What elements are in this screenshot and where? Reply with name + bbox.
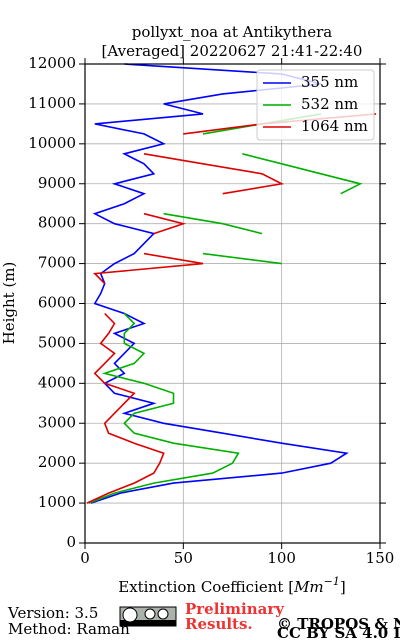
- y-tick-label: 7000: [38, 254, 76, 272]
- x-label-text: Extinction Coefficient [: [118, 578, 294, 596]
- legend-box: [256, 69, 375, 141]
- cc-badge: [119, 606, 177, 627]
- copyright: CC BY SA 4.0 License.: [277, 624, 400, 640]
- y-tick-label: 4000: [38, 373, 76, 391]
- legend-label: 1064 nm: [301, 117, 368, 135]
- y-tick-label: 3000: [38, 413, 76, 431]
- legend-label: 532 nm: [301, 95, 358, 113]
- x-tick-label: 150: [366, 549, 395, 567]
- method: Method: Raman: [8, 620, 130, 638]
- version: Version: 3.5: [7, 604, 98, 622]
- y-tick-label: 2000: [38, 453, 76, 471]
- chart-title: pollyxt_noa at Antikythera: [132, 23, 332, 41]
- y-tick-label: 5000: [38, 333, 76, 351]
- y-tick-label: 1000: [38, 493, 76, 511]
- x-tick-label: 0: [80, 549, 90, 567]
- y-axis-label: Height (m): [0, 262, 18, 345]
- y-tick-label: 8000: [38, 214, 76, 232]
- x-axis-label: Extinction Coefficient [Mm−1]: [118, 575, 345, 596]
- x-tick-label: 50: [174, 549, 193, 567]
- y-tick-label: 11000: [28, 94, 76, 112]
- x-label-unit: Mm: [293, 578, 324, 596]
- x-tick-label: 100: [267, 549, 296, 567]
- y-tick-label: 10000: [28, 134, 76, 152]
- chart-subtitle: [Averaged] 20220627 21:41-22:40: [102, 42, 363, 60]
- copyright: © TROPOS & NOA 2022.: [277, 615, 400, 633]
- y-tick-label: 0: [66, 533, 76, 551]
- profile-line: [86, 113, 377, 504]
- plot-frame: [84, 63, 381, 544]
- profile-line: [88, 113, 363, 504]
- legend-label: 355 nm: [301, 73, 358, 91]
- y-tick-label: 9000: [38, 174, 76, 192]
- x-label-exponent: −1: [324, 575, 340, 588]
- preliminary: Preliminary: [185, 600, 285, 618]
- x-label-close: ]: [340, 578, 346, 596]
- y-tick-label: 12000: [28, 54, 76, 72]
- y-tick-label: 6000: [38, 294, 76, 312]
- preliminary: Results.: [185, 615, 253, 633]
